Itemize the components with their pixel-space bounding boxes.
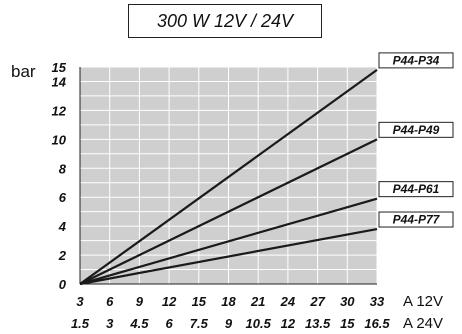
x-tick-label-24v: 1.5 xyxy=(71,316,90,331)
series-line-p44-p77 xyxy=(79,227,378,286)
x-axis-ticks: 3 1.5 6 3 9 4.5 12 6 15 7.5 18 9 21 10.5 24 12 27 13.5 30 1… xyxy=(71,294,390,331)
y-tick-label: 14 xyxy=(52,74,67,89)
y-tick-label: 15 xyxy=(52,60,67,75)
x-tick-label-24v: 9 xyxy=(225,316,233,331)
x-tick-label-24v: 7.5 xyxy=(190,316,209,331)
y-tick-label: 4 xyxy=(58,219,67,234)
x-tick-label-12v: 18 xyxy=(221,294,236,309)
x-axis-unit-12v: A 12V xyxy=(403,293,443,310)
x-tick-label-12v: 12 xyxy=(162,294,177,309)
series-line-p44-p61 xyxy=(79,197,378,286)
y-tick-label: 6 xyxy=(59,190,67,205)
x-tick-label-12v: 24 xyxy=(280,294,296,309)
y-tick-label: 0 xyxy=(59,277,67,292)
series-label-box xyxy=(378,211,454,228)
y-tick-label: 8 xyxy=(59,161,67,176)
grid xyxy=(79,66,378,285)
x-tick-label-12v: 3 xyxy=(76,294,84,309)
chart-title: 300 W 12V / 24V xyxy=(128,4,322,38)
x-tick-label-12v: 15 xyxy=(192,294,207,309)
x-axis-unit-24v: A 24V xyxy=(403,315,443,332)
series-label-p44-p61: P44-P61 xyxy=(393,182,440,196)
y-axis-unit-label: bar xyxy=(11,62,36,81)
series-line-p44-p34 xyxy=(79,69,378,285)
x-tick-label-24v: 15 xyxy=(340,316,355,331)
series-lines xyxy=(79,69,378,286)
series-label-p44-p49: P44-P49 xyxy=(393,123,440,137)
series-label-box xyxy=(378,121,454,138)
y-tick-label: 10 xyxy=(52,132,67,147)
series-labels: P44-P34 P44-P49 P44-P61 P44-P77 xyxy=(378,52,454,228)
x-tick-label-12v: 27 xyxy=(309,294,325,309)
series-label-box xyxy=(378,52,454,69)
x-tick-label-24v: 10.5 xyxy=(246,316,272,331)
x-tick-label-12v: 21 xyxy=(250,294,265,309)
series-label-p44-p77: P44-P77 xyxy=(393,213,441,227)
y-tick-label: 12 xyxy=(52,103,67,118)
series-label-box xyxy=(378,181,454,198)
y-tick-label: 2 xyxy=(58,248,67,263)
series-line-p44-p49 xyxy=(79,138,378,285)
series-label-p44-p34: P44-P34 xyxy=(393,53,440,67)
x-tick-label-24v: 3 xyxy=(106,316,114,331)
x-tick-label-12v: 33 xyxy=(370,294,385,309)
x-tick-label-12v: 6 xyxy=(106,294,114,309)
x-tick-label-24v: 4.5 xyxy=(129,316,149,331)
x-tick-label-12v: 9 xyxy=(136,294,144,309)
x-tick-label-24v: 13.5 xyxy=(305,316,331,331)
x-tick-label-24v: 16.5 xyxy=(364,316,390,331)
x-tick-label-24v: 6 xyxy=(165,316,173,331)
x-tick-label-24v: 12 xyxy=(281,316,296,331)
x-tick-label-12v: 30 xyxy=(340,294,355,309)
